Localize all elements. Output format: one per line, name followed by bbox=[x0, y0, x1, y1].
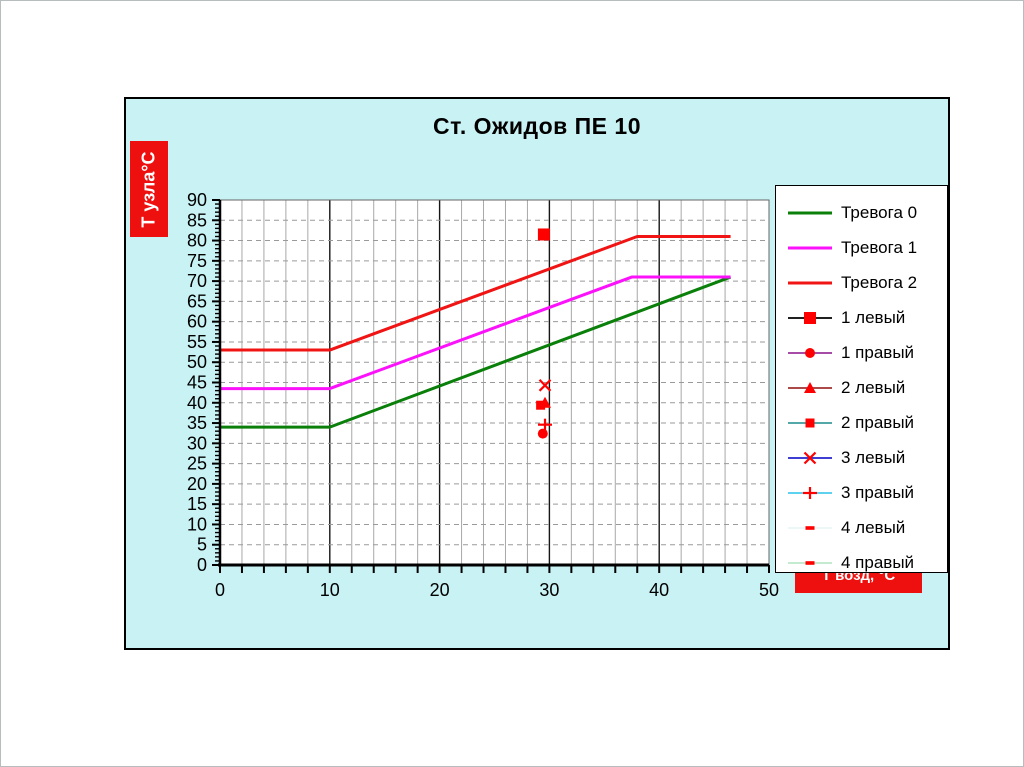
legend-item: 4 левый bbox=[776, 510, 947, 545]
legend-sample-circle-icon bbox=[788, 347, 832, 358]
legend-item: 2 правый bbox=[776, 405, 947, 440]
legend-sample-plus-icon bbox=[788, 486, 832, 499]
y-tick-label: 5 bbox=[197, 535, 207, 555]
legend-sample-triangle-icon bbox=[788, 381, 832, 393]
legend-label: 2 правый bbox=[841, 412, 915, 432]
legend-sample-x-icon bbox=[788, 451, 832, 464]
legend-item: 1 левый bbox=[776, 300, 947, 335]
y-tick-label: 20 bbox=[187, 474, 207, 494]
legend-sample-line-icon bbox=[788, 246, 832, 249]
y-tick-label: 30 bbox=[187, 433, 207, 453]
y-tick-label: 60 bbox=[187, 312, 207, 332]
legend-label: 3 правый bbox=[841, 482, 915, 502]
legend-item: Тревога 1 bbox=[776, 230, 947, 265]
x-tick-label: 40 bbox=[649, 580, 669, 600]
legend-sample-line-icon bbox=[788, 281, 832, 284]
y-tick-label: 55 bbox=[187, 332, 207, 352]
legend-label: Тревога 1 bbox=[841, 237, 918, 257]
y-tick-label: 80 bbox=[187, 231, 207, 251]
legend-label: 4 правый bbox=[841, 552, 915, 572]
legend-item: 2 левый bbox=[776, 370, 947, 405]
y-tick-label: 50 bbox=[187, 352, 207, 372]
legend: Тревога 0 Тревога 1 Тревога 2 1 левый 1 прав… bbox=[775, 185, 948, 573]
y-tick-label: 15 bbox=[187, 494, 207, 514]
y-tick-label: 0 bbox=[197, 555, 207, 575]
legend-sample-dash-icon bbox=[788, 560, 832, 565]
y-axis-title-box: Т узла°С bbox=[130, 141, 168, 237]
y-tick-label: 85 bbox=[187, 210, 207, 230]
plot-area: 0 5 10 15 20 25 30 35 40 45 50 55 60 65 70 75 80 85 90 0 10 2… bbox=[187, 190, 779, 600]
legend-item: 3 левый bbox=[776, 440, 947, 475]
y-tick-label: 65 bbox=[187, 291, 207, 311]
legend-item: Тревога 2 bbox=[776, 265, 947, 300]
y-tick-label: 25 bbox=[187, 454, 207, 474]
legend-item: 1 правый bbox=[776, 335, 947, 370]
x-tick-label: 50 bbox=[759, 580, 779, 600]
y-tick-label: 75 bbox=[187, 251, 207, 271]
y-tick-label: 90 bbox=[187, 190, 207, 210]
legend-sample-square-icon bbox=[788, 311, 832, 324]
legend-label: 2 левый bbox=[841, 377, 906, 397]
legend-sample-line-icon bbox=[788, 211, 832, 214]
chart-title: Ст. Ожидов ПЕ 10 bbox=[433, 113, 641, 139]
legend-label: Тревога 2 bbox=[841, 272, 918, 292]
x-tick-label: 20 bbox=[430, 580, 450, 600]
y-tick-label: 35 bbox=[187, 413, 207, 433]
legend-sample-dash-icon bbox=[788, 525, 832, 530]
legend-label: 1 правый bbox=[841, 342, 915, 362]
y-tick-label: 10 bbox=[187, 514, 207, 534]
y-axis-title: Т узла°С bbox=[138, 150, 159, 228]
x-tick-label: 10 bbox=[320, 580, 340, 600]
legend-item: Тревога 0 bbox=[776, 195, 947, 230]
legend-label: 3 левый bbox=[841, 447, 906, 467]
legend-label: 4 левый bbox=[841, 517, 906, 537]
x-tick-label: 0 bbox=[215, 580, 225, 600]
y-tick-label: 40 bbox=[187, 393, 207, 413]
y-tick-label: 70 bbox=[187, 271, 207, 291]
legend-sample-square-small-icon bbox=[788, 418, 832, 427]
legend-item: 3 правый bbox=[776, 475, 947, 510]
x-tick-label: 30 bbox=[539, 580, 559, 600]
legend-item: 4 правый bbox=[776, 545, 947, 580]
legend-label: Тревога 0 bbox=[841, 202, 918, 222]
legend-label: 1 левый bbox=[841, 307, 906, 327]
y-tick-label: 45 bbox=[187, 373, 207, 393]
